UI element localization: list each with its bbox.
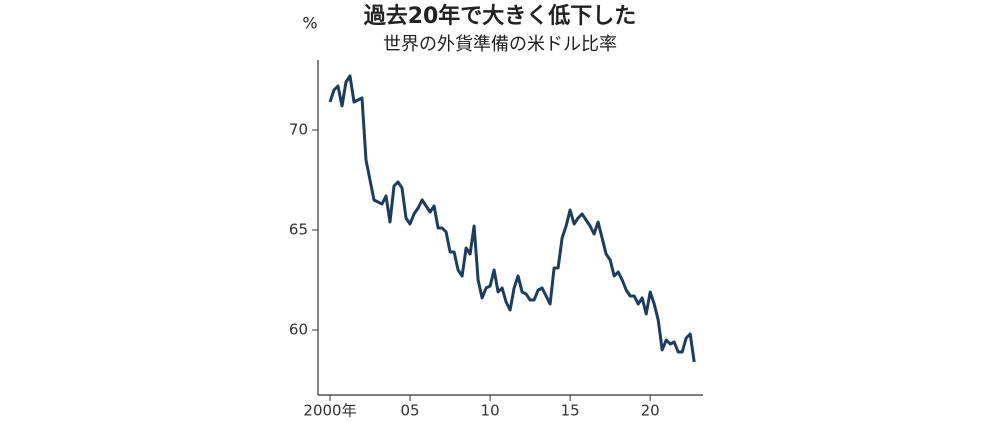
x-tick-label: 05	[401, 402, 420, 420]
x-tick-label: 10	[481, 402, 500, 420]
x-tick-label: 15	[561, 402, 580, 420]
y-tick-label: 70	[289, 121, 308, 139]
y-tick-label: 65	[289, 221, 308, 239]
chart-subtitle: 世界の外貨準備の米ドル比率	[383, 34, 617, 55]
x-tick-label: 20	[641, 402, 660, 420]
chart-title: 過去20年で大きく低下した	[364, 3, 637, 29]
y-axis-label: %	[302, 14, 317, 33]
x-tick-label: 2000年	[303, 402, 356, 420]
data-line	[328, 74, 696, 363]
y-tick-label: 60	[289, 321, 308, 339]
